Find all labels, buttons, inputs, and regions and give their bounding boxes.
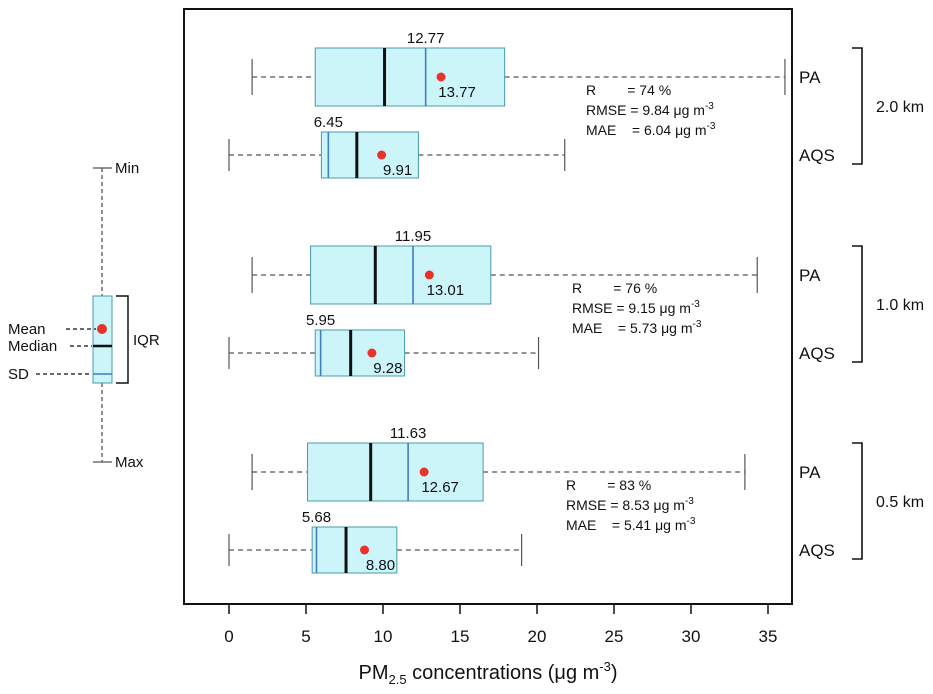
rmse-stat: RMSE = 9.15 μg m-3 bbox=[572, 299, 700, 316]
sd-value-label: 11.63 bbox=[390, 425, 426, 442]
mae-stat: MAE = 5.41 μg m-3 bbox=[566, 516, 696, 533]
group-bracket bbox=[852, 47, 863, 165]
mean-value-label: 9.28 bbox=[373, 360, 402, 377]
group-label: 0.5 km bbox=[876, 494, 924, 511]
mae-stat: MAE = 5.73 μg m-3 bbox=[572, 319, 702, 336]
x-tick-label: 5 bbox=[301, 627, 310, 646]
group-label: 2.0 km bbox=[876, 99, 924, 116]
mae-stat-text: MAE = 6.04 μg m bbox=[586, 122, 707, 138]
iqr-box bbox=[307, 442, 484, 502]
legend-iqr-label: IQR bbox=[133, 332, 160, 349]
x-axis: 0 5 10 15 20 25 30 35 bbox=[224, 604, 777, 646]
legend-median-label: Median bbox=[8, 338, 57, 355]
mean-value-label: 13.77 bbox=[438, 84, 476, 101]
group-labels: 2.0 km 1.0 km 0.5 km bbox=[852, 47, 924, 560]
category-label: PA bbox=[799, 68, 821, 87]
mae-stat: MAE = 6.04 μg m-3 bbox=[586, 121, 716, 138]
rmse-stat-text: RMSE = 9.15 μg m bbox=[572, 300, 691, 316]
sd-value-label: 5.68 bbox=[302, 509, 331, 526]
r-stat: R = 74 % bbox=[586, 82, 671, 98]
x-tick-label: 15 bbox=[451, 627, 470, 646]
category-label: PA bbox=[799, 266, 821, 285]
r-stat: R = 83 % bbox=[566, 477, 651, 493]
mae-stat-text: MAE = 5.73 μg m bbox=[572, 320, 693, 336]
rmse-stat-unit-superscript: -3 bbox=[685, 496, 694, 507]
iqr-box bbox=[310, 245, 492, 305]
category-label: AQS bbox=[799, 541, 835, 560]
mae-stat-text: MAE = 5.41 μg m bbox=[566, 517, 687, 533]
rmse-stat: RMSE = 8.53 μg m-3 bbox=[566, 496, 694, 513]
sd-value-label: 11.95 bbox=[395, 228, 431, 245]
iqr-box bbox=[320, 131, 419, 179]
x-tick-label: 25 bbox=[605, 627, 624, 646]
mean-dot bbox=[419, 467, 429, 477]
iqr-box bbox=[314, 47, 506, 107]
group-bracket bbox=[852, 442, 863, 560]
group-bracket bbox=[852, 245, 863, 363]
sd-value-label: 6.45 bbox=[314, 114, 343, 131]
xlabel-subscript: 2.5 bbox=[388, 672, 406, 687]
mae-stat-unit-superscript: -3 bbox=[687, 516, 696, 527]
rmse-stat: RMSE = 9.84 μg m-3 bbox=[586, 101, 714, 118]
xlabel-superscript: -3 bbox=[599, 659, 611, 674]
x-tick-label: 35 bbox=[759, 627, 778, 646]
mean-value-label: 8.80 bbox=[366, 557, 395, 574]
r-stat: R = 76 % bbox=[572, 280, 657, 296]
legend-box bbox=[92, 295, 113, 384]
legend-mean-label: Mean bbox=[8, 321, 46, 338]
rmse-stat-unit-superscript: -3 bbox=[691, 299, 700, 310]
category-label: AQS bbox=[799, 344, 835, 363]
plot-frame bbox=[183, 8, 793, 605]
group-label: 1.0 km bbox=[876, 297, 924, 314]
legend-min-label: Min bbox=[115, 160, 139, 177]
mean-dot bbox=[436, 72, 446, 82]
legend-max-label: Max bbox=[115, 454, 144, 471]
mae-stat-unit-superscript: -3 bbox=[707, 121, 716, 132]
x-axis-label: PM2.5 concentrations (μg m-3) bbox=[358, 659, 617, 687]
legend-mean-dot bbox=[97, 324, 107, 334]
iqr-box bbox=[311, 526, 398, 574]
xlabel-suffix: ) bbox=[611, 662, 618, 684]
mae-stat-unit-superscript: -3 bbox=[693, 319, 702, 330]
sd-value-label: 5.95 bbox=[306, 312, 335, 329]
x-tick-label: 0 bbox=[224, 627, 233, 646]
mean-value-label: 9.91 bbox=[383, 162, 412, 179]
mean-value-label: 13.01 bbox=[427, 282, 465, 299]
category-label: AQS bbox=[799, 146, 835, 165]
sd-value-label: 12.77 bbox=[407, 30, 445, 47]
x-tick-label: 20 bbox=[528, 627, 547, 646]
mean-dot bbox=[377, 150, 387, 160]
category-label: PA bbox=[799, 463, 821, 482]
x-tick-label: 30 bbox=[682, 627, 701, 646]
legend-iqr-bracket bbox=[116, 295, 129, 384]
rmse-stat-text: RMSE = 8.53 μg m bbox=[566, 497, 685, 513]
legend-key: Min Max Mean Median SD IQR bbox=[8, 160, 160, 471]
rmse-stat-unit-superscript: -3 bbox=[705, 101, 714, 112]
xlabel-prefix: PM bbox=[358, 662, 388, 684]
rmse-stat-text: RMSE = 9.84 μg m bbox=[586, 102, 705, 118]
mean-dot bbox=[424, 270, 434, 280]
xlabel-middle: concentrations (μg m bbox=[407, 662, 600, 684]
x-tick-label: 10 bbox=[374, 627, 393, 646]
legend-sd-label: SD bbox=[8, 366, 29, 383]
mean-dot bbox=[367, 348, 377, 358]
mean-value-label: 12.67 bbox=[421, 479, 459, 496]
iqr-box bbox=[314, 329, 406, 377]
plot-layer: 12.77 13.77 PA 6.45 9.91 AQS R = 74 % RMSE = 9.… bbox=[228, 30, 835, 574]
mean-dot bbox=[360, 545, 370, 555]
